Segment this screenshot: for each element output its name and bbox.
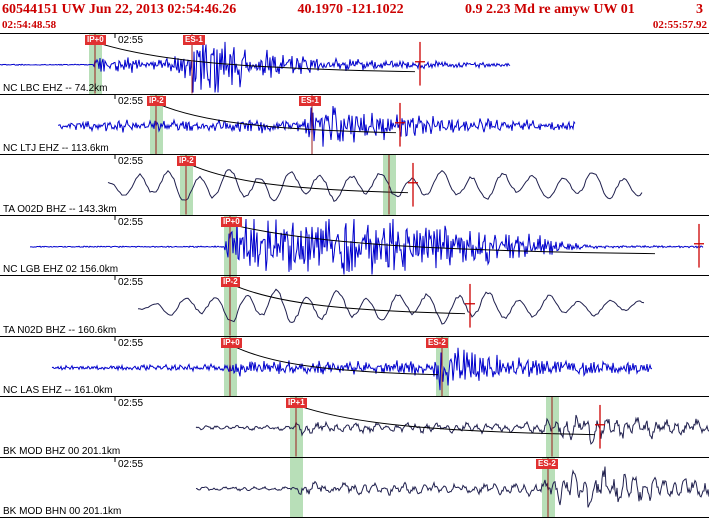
time-tick-label: 02:55 xyxy=(118,216,144,228)
pick-window-band xyxy=(290,457,303,517)
waveform-trace xyxy=(114,397,709,457)
phase-pick-label[interactable]: ES-1 xyxy=(183,35,205,45)
waveform-panel[interactable]: 02:55 NC LBC EHZ -- 74.2km IP+0 ES-1 xyxy=(0,33,709,94)
station-label: TA O02D BHZ -- 143.3km xyxy=(3,203,117,215)
phase-pick-label[interactable]: ES-2 xyxy=(426,337,448,348)
window-end-time: 02:55:57.92 xyxy=(652,19,707,31)
phase-pick-label[interactable]: IP+1 xyxy=(286,398,307,408)
phase-pick-label[interactable]: IP-2 xyxy=(177,156,196,166)
time-tick-label: 02:55 xyxy=(118,35,144,46)
time-tick-label: 02:55 xyxy=(118,277,144,288)
waveform-trace xyxy=(0,34,511,94)
window-start-time: 02:54:48.58 xyxy=(2,19,57,31)
phase-pick-label[interactable]: ES-2 xyxy=(536,458,558,469)
phase-pick-label[interactable]: IP+0 xyxy=(221,216,242,227)
event-magnitude-info: 0.9 2.23 Md re amyw UW 01 xyxy=(464,2,635,17)
event-coordinates: 40.1970 -121.1022 xyxy=(297,2,404,17)
station-label: TA N02D BHZ -- 160.6km xyxy=(3,324,117,336)
event-count: 3 xyxy=(696,2,703,17)
waveform-panel[interactable]: 02:55 TA N02D BHZ -- 160.6km IP-2 xyxy=(0,275,709,336)
waveform-panel[interactable]: 02:55 NC LAS EHZ -- 161.0km IP+0 ES-2 xyxy=(0,335,709,396)
waveform-trace xyxy=(107,155,643,215)
phase-pick-label[interactable]: IP-2 xyxy=(221,277,240,287)
waveform-panel[interactable]: 02:55 BK MOD BHZ 00 201.1km IP+1 xyxy=(0,396,709,457)
phase-pick-label[interactable]: ES-1 xyxy=(299,95,321,106)
waveform-panel[interactable]: 02:55 NC LTJ EHZ -- 113.6km IP-2 ES-1 xyxy=(0,93,709,154)
station-label: NC LAS EHZ -- 161.0km xyxy=(3,385,113,396)
station-label: BK MOD BHZ 00 201.1km xyxy=(3,445,121,457)
time-tick-label: 02:55 xyxy=(118,398,144,409)
panel-stack: 02:55 NC LBC EHZ -- 74.2km IP+0 ES-1 02:5… xyxy=(0,33,709,518)
time-tick-label: 02:55 xyxy=(118,95,144,107)
time-range-bar: 02:54:48.58 02:55:57.92 xyxy=(0,19,709,33)
station-label: NC LGB EHZ 02 156.0km xyxy=(3,264,119,275)
event-id-origin-time: 60544151 UW Jun 22, 2013 02:54:46.26 xyxy=(2,2,237,17)
station-label: BK MOD BHN 00 201.1km xyxy=(3,506,122,517)
phase-pick-label[interactable]: IP-2 xyxy=(147,95,166,106)
waveform-trace xyxy=(114,276,645,336)
time-tick-label: 02:55 xyxy=(118,458,144,470)
phase-pick-label[interactable]: IP+0 xyxy=(85,35,106,45)
station-label: NC LBC EHZ -- 74.2km xyxy=(3,82,108,94)
station-label: NC LTJ EHZ -- 113.6km xyxy=(3,143,109,154)
phase-pick-label[interactable]: IP+0 xyxy=(221,337,242,348)
time-tick-label: 02:55 xyxy=(118,337,144,349)
event-header: 60544151 UW Jun 22, 2013 02:54:46.26 40.… xyxy=(0,0,709,19)
waveform-panel[interactable]: 02:55 NC LGB EHZ 02 156.0km IP+0 xyxy=(0,214,709,275)
waveform-panel[interactable]: 02:55 TA O02D BHZ -- 143.3km IP-2 xyxy=(0,154,709,215)
time-tick-label: 02:55 xyxy=(118,156,144,167)
waveform-panel[interactable]: 02:55 BK MOD BHN 00 201.1km ES-2 xyxy=(0,456,709,517)
